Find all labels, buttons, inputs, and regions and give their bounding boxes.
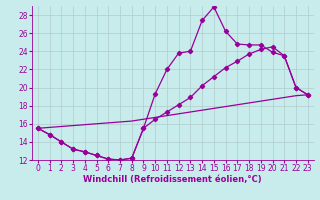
X-axis label: Windchill (Refroidissement éolien,°C): Windchill (Refroidissement éolien,°C) <box>84 175 262 184</box>
